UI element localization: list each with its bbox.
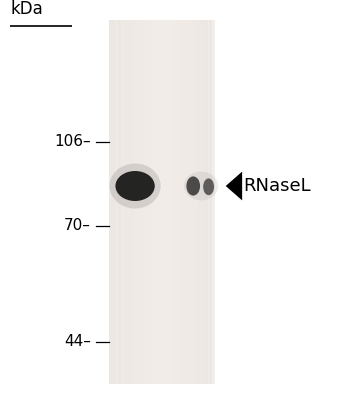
Bar [201,20,205,384]
Text: 70–: 70– [64,218,91,234]
Bar [138,20,141,384]
Ellipse shape [184,172,218,200]
Bar [184,20,187,384]
Bar [170,20,173,384]
Bar [145,20,148,384]
Bar [155,20,159,384]
Ellipse shape [109,164,161,208]
Bar [177,20,180,384]
Ellipse shape [116,171,155,201]
Bar [212,20,215,384]
Text: kDa: kDa [10,0,43,18]
Bar [152,20,155,384]
Bar [127,20,131,384]
Bar [166,20,170,384]
Ellipse shape [186,176,200,196]
Bar [141,20,145,384]
Bar [117,20,120,384]
Bar [131,20,134,384]
Bar [113,20,116,384]
Bar [148,20,152,384]
Bar [120,20,123,384]
Bar [209,20,212,384]
Bar [191,20,194,384]
Bar [109,20,212,384]
Bar [159,20,162,384]
Polygon shape [226,172,242,200]
Bar [205,20,208,384]
Ellipse shape [203,178,214,195]
Bar [180,20,184,384]
Text: RNaseL: RNaseL [243,177,311,195]
Bar [162,20,166,384]
Bar [173,20,176,384]
Text: 106–: 106– [54,134,91,150]
Bar [194,20,198,384]
Bar [134,20,137,384]
Bar [198,20,201,384]
Bar [187,20,191,384]
Text: 44–: 44– [64,334,91,350]
Bar [123,20,127,384]
Bar [109,20,113,384]
